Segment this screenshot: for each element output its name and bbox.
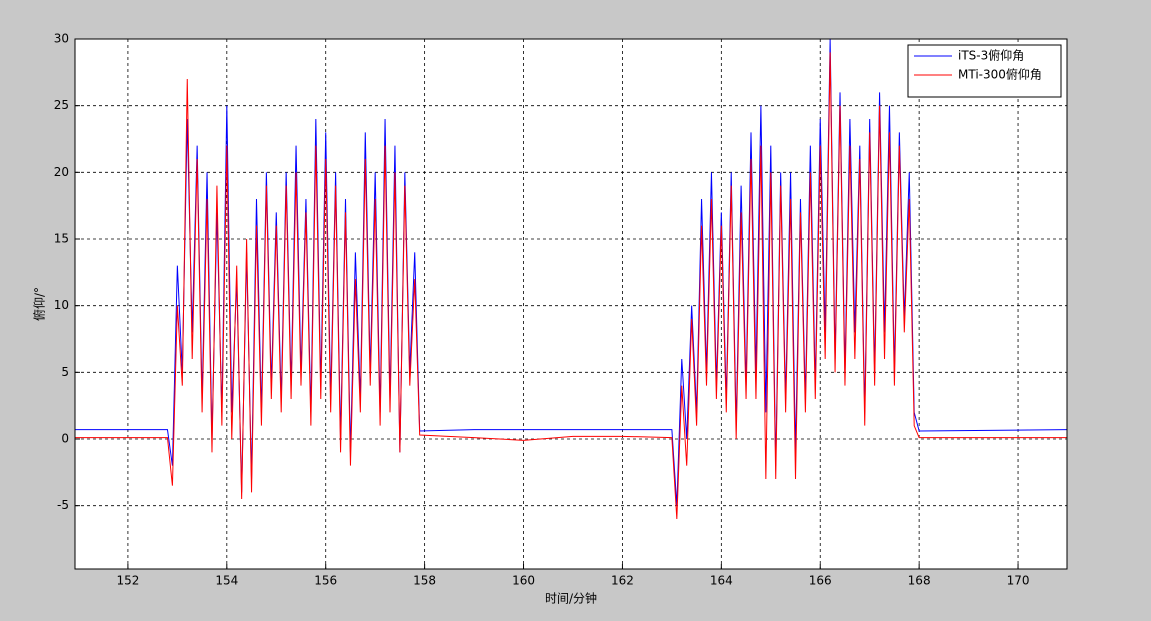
- x-tick-label: 168: [908, 574, 931, 588]
- x-tick-label: 158: [413, 574, 436, 588]
- lines: [75, 38, 1068, 520]
- y-tick-label: 30: [54, 32, 69, 46]
- grid: [75, 38, 1067, 569]
- legend: iTS-3俯仰角 MTi-300俯仰角: [907, 44, 1062, 98]
- y-tick-label: 5: [61, 365, 69, 379]
- plot-frame: [74, 38, 1068, 570]
- x-axis-label: 时间/分钟: [545, 591, 597, 606]
- legend-box: [907, 44, 1062, 98]
- x-tick-label: 154: [215, 574, 238, 588]
- plot-area: [75, 39, 1067, 569]
- x-tick-label: 164: [710, 574, 733, 588]
- y-tick-label: 15: [54, 232, 69, 246]
- legend-label: MTi-300俯仰角: [958, 67, 1042, 82]
- x-tick-label: 170: [1007, 574, 1030, 588]
- x-tick-label: 166: [809, 574, 832, 588]
- y-tick-label: 10: [54, 298, 69, 312]
- y-tick-label: 0: [61, 432, 69, 446]
- x-tick-label: 156: [314, 574, 337, 588]
- y-tick-label: -5: [57, 498, 69, 512]
- x-tick-label: 152: [116, 574, 139, 588]
- legend-label: iTS-3俯仰角: [958, 48, 1024, 63]
- y-tick-label: 20: [54, 165, 69, 179]
- y-axis-label: 俯仰/°: [32, 287, 47, 321]
- x-tick-label: 160: [512, 574, 535, 588]
- x-tick-label: 162: [611, 574, 634, 588]
- series-line: [75, 52, 1067, 520]
- y-tick-label: 25: [54, 98, 69, 112]
